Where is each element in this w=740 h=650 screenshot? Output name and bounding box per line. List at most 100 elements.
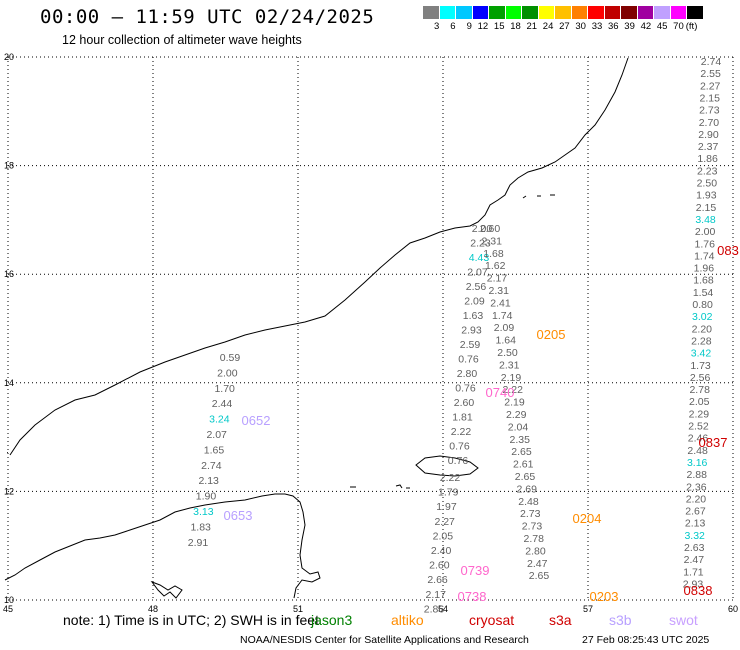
wave-height-value: 0.59 xyxy=(220,352,241,364)
wave-height-value: 2.35 xyxy=(510,434,531,446)
wave-height-value: 0.76 xyxy=(449,441,470,453)
scale-swatch xyxy=(472,6,489,19)
legend-altiko: altiko xyxy=(391,612,424,628)
wave-height-value: 3.02 xyxy=(692,311,713,323)
wave-height-value: 2.27 xyxy=(434,516,455,528)
wave-height-value: 2.05 xyxy=(433,530,454,542)
coastline-detail xyxy=(150,580,183,599)
wave-height-value: 2.50 xyxy=(697,178,718,190)
wave-height-value: 2.04 xyxy=(508,421,529,433)
wave-height-value: 0.76 xyxy=(455,383,476,395)
wave-height-value: 2.73 xyxy=(520,508,541,520)
wave-height-value: 2.67 xyxy=(685,506,706,518)
pass-time-label: 0653 xyxy=(224,508,253,523)
scale-swatch xyxy=(489,6,506,19)
wave-height-value: 3.32 xyxy=(684,530,705,542)
wave-height-value: 2.41 xyxy=(490,297,511,309)
wave-height-value: 2.59 xyxy=(460,339,481,351)
coastline xyxy=(4,57,629,599)
wave-height-value: 2.15 xyxy=(696,202,717,214)
wave-height-value: 2.65 xyxy=(529,570,550,582)
scale-label: 33 xyxy=(591,21,603,32)
wave-height-value: 2.28 xyxy=(691,335,712,347)
wave-height-value: 2.93 xyxy=(461,325,482,337)
scale-label: 36 xyxy=(607,21,619,32)
wave-height-value: 1.54 xyxy=(693,287,714,299)
wave-height-value: 2.52 xyxy=(688,421,709,433)
legend-jason3: jason3 xyxy=(311,612,353,628)
wave-height-value: 2.48 xyxy=(518,496,539,508)
wave-height-value: 2.60 xyxy=(454,397,475,409)
scale-swatch xyxy=(588,6,605,19)
wave-height-value: 1.86 xyxy=(697,153,718,165)
wave-height-value: 2.70 xyxy=(699,117,720,129)
wave-height-value: 2.86 xyxy=(424,603,445,615)
wave-height-value: 2.47 xyxy=(527,558,548,570)
wave-height-value: 2.60 xyxy=(480,223,501,235)
wave-height-value: 2.36 xyxy=(686,481,707,493)
wave-height-value: 3.42 xyxy=(691,348,712,360)
scale-swatch xyxy=(439,6,456,19)
scale-swatch xyxy=(687,6,704,19)
scale-label: 42 xyxy=(640,21,652,32)
wave-height-values: 2.742.552.272.152.732.702.902.371.862.23… xyxy=(188,56,722,615)
wave-height-value: 2.91 xyxy=(188,537,209,549)
pass-time-label: 0838 xyxy=(684,583,713,598)
scale-label: 6 xyxy=(450,21,456,32)
wave-height-value: 2.47 xyxy=(684,554,705,566)
socotra-island xyxy=(415,455,479,477)
lat-tick-label: 16 xyxy=(4,269,14,279)
wave-height-value: 2.90 xyxy=(698,129,719,141)
lon-tick-label: 51 xyxy=(293,604,303,614)
color-scale-bar xyxy=(423,6,704,19)
scale-swatch xyxy=(621,6,638,19)
scale-swatch xyxy=(571,6,588,19)
wave-height-value: 2.73 xyxy=(522,521,543,533)
pass-time-label: 0205 xyxy=(537,327,566,342)
wave-height-value: 3.16 xyxy=(687,457,708,469)
scale-label: 21 xyxy=(526,21,538,32)
scale-label: 18 xyxy=(510,21,521,32)
wave-height-value: 2.60 xyxy=(429,560,450,572)
lon-tick-label: 54 xyxy=(438,604,448,614)
wave-height-value: 2.19 xyxy=(504,397,525,409)
wave-height-value: 2.07 xyxy=(467,267,488,279)
wave-height-value: 2.09 xyxy=(494,322,515,334)
wave-height-value: 2.55 xyxy=(700,68,721,80)
scale-label: 39 xyxy=(624,21,635,32)
wave-height-value: 1.79 xyxy=(438,487,459,499)
wave-height-value: 2.29 xyxy=(689,408,710,420)
wave-height-value: 2.23 xyxy=(470,238,491,250)
map-grid xyxy=(7,56,734,601)
pass-time-label: 0652 xyxy=(242,413,271,428)
scale-swatch xyxy=(604,6,621,19)
scale-label: 24 xyxy=(542,21,554,32)
lat-tick-label: 20 xyxy=(4,52,14,62)
wave-height-value: 2.37 xyxy=(698,141,719,153)
wave-height-value: 2.56 xyxy=(690,372,711,384)
wave-height-value: 0.76 xyxy=(458,354,479,366)
wave-height-value: 4.43 xyxy=(469,252,490,264)
wave-height-value: 2.05 xyxy=(689,396,710,408)
coastline-africa xyxy=(4,493,321,599)
generated-timestamp: 27 Feb 08:25:43 UTC 2025 xyxy=(582,634,710,646)
wave-height-value: 2.20 xyxy=(686,493,707,505)
wave-height-value: 2.22 xyxy=(503,384,524,396)
wave-height-value: 2.29 xyxy=(506,409,527,421)
wave-height-value: 2.00 xyxy=(695,226,716,238)
lon-tick-label: 48 xyxy=(148,604,158,614)
lat-tick-label: 14 xyxy=(4,378,14,388)
scale-label: 15 xyxy=(493,21,505,32)
wave-height-value: 2.17 xyxy=(426,589,447,601)
scale-swatch xyxy=(538,6,555,19)
wave-height-value: 2.23 xyxy=(697,165,718,177)
wave-height-value: 2.65 xyxy=(511,446,532,458)
wave-height-value: 2.17 xyxy=(487,273,508,285)
legend-s3a: s3a xyxy=(549,612,572,628)
wave-height-value: 2.69 xyxy=(517,483,538,495)
lon-tick-label: 45 xyxy=(3,604,13,614)
pass-time-label: 0837 xyxy=(699,435,728,450)
wave-height-value: 2.65 xyxy=(515,471,536,483)
scale-swatch xyxy=(522,6,539,19)
